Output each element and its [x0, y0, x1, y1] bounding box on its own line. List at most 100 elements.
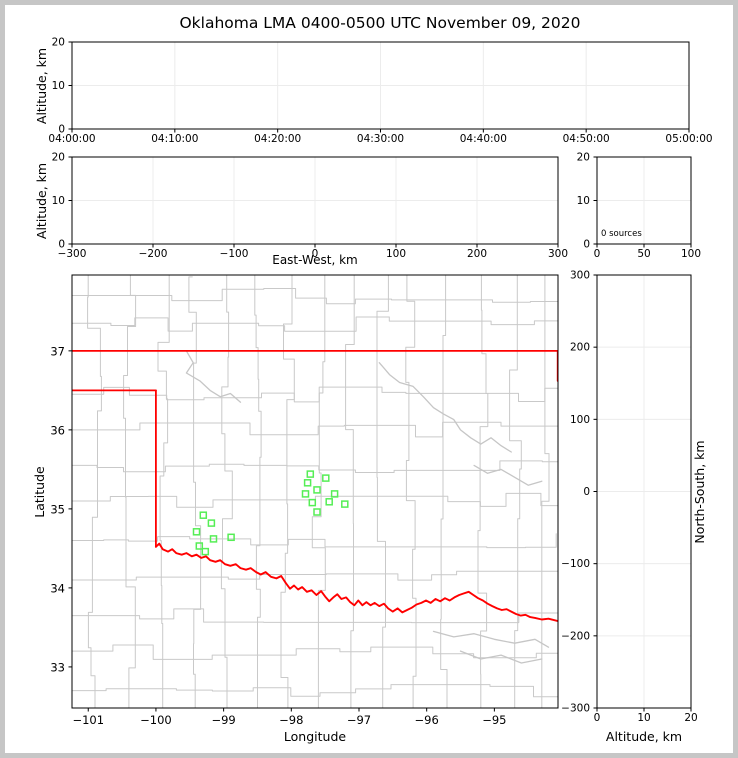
map-ytick-label: 34 [50, 581, 65, 595]
hist-ytick-label: 10 [577, 195, 590, 207]
ew-ytick-label: 0 [58, 239, 65, 251]
county-boundary-line [157, 275, 170, 708]
map-ytick-label: 36 [50, 423, 65, 437]
lma-station-marker [192, 528, 201, 536]
county-boundary-line [254, 275, 262, 708]
gridlines-layer [72, 42, 691, 708]
map-xtick-label: −98 [279, 713, 303, 727]
county-boundary-line [188, 276, 202, 708]
ns-xtick-label: 0 [594, 712, 601, 724]
lma-station-marker [313, 486, 321, 494]
county-boundary-line [477, 275, 489, 708]
ew-height-xlabel: East-West, km [272, 253, 358, 267]
river-gray [432, 630, 550, 648]
county-boundary-line [72, 644, 558, 660]
ew-ytick-label: 20 [52, 152, 65, 164]
county-boundary-line [72, 421, 558, 438]
time-xtick-label: 04:40:00 [460, 133, 507, 145]
ew-ytick-label: 10 [52, 195, 65, 207]
ew-xtick-label: −300 [58, 248, 87, 260]
ns-height-panel [596, 274, 692, 709]
map-ytick-label: 33 [50, 660, 65, 674]
ns-height-xlabel: Altitude, km [606, 729, 682, 744]
ew-xtick-label: −100 [220, 248, 249, 260]
time-xtick-label: 04:20:00 [254, 133, 301, 145]
time-height-ylabel: Altitude, km [34, 48, 49, 124]
county-boundary-line [440, 275, 451, 708]
map-xtick-label: −99 [211, 713, 235, 727]
ns-xtick-label: 10 [637, 712, 650, 724]
county-boundary-line [72, 386, 558, 403]
time-height-panel [71, 41, 690, 130]
lma-station-marker [209, 535, 218, 543]
time-xtick-label: 04:00:00 [48, 133, 95, 145]
hist-ytick-label: 0 [583, 239, 590, 251]
lma-station-marker [199, 511, 208, 519]
ew-xtick-label: −200 [139, 248, 168, 260]
lma-station-marker [322, 474, 330, 482]
county-boundary-line [220, 275, 233, 708]
ew-xtick-label: 0 [312, 248, 319, 260]
time-xtick-label: 04:30:00 [357, 133, 404, 145]
ns-ytick-label: −200 [561, 630, 590, 642]
county-boundary-line [72, 607, 558, 624]
river-gray [378, 362, 512, 453]
lma-station-marker [303, 479, 312, 487]
hist-xtick-label: 100 [681, 248, 701, 260]
time-xtick-label: 04:50:00 [563, 133, 610, 145]
ns-ytick-label: 100 [570, 414, 590, 426]
source-histogram-panel [596, 156, 692, 245]
red-river-boundary [154, 542, 558, 623]
hist-xtick-label: 50 [637, 248, 650, 260]
map-xtick-label: −95 [482, 713, 506, 727]
county-boundary-line [344, 275, 355, 708]
figure-canvas: 04:00:00 04:10:00 04:20:00 04:30:00 04:40:00… [5, 5, 733, 753]
county-boundary-line [72, 533, 557, 549]
map-ytick-label: 35 [50, 502, 65, 516]
map-content-layer [72, 275, 558, 708]
county-boundary-line [72, 460, 558, 473]
map-ytick-label: 37 [50, 344, 65, 358]
lma-station-marker [227, 533, 235, 542]
lma-station-marker [341, 500, 349, 508]
ns-ytick-label: −300 [561, 703, 590, 715]
county-boundary-line [72, 684, 558, 698]
lma-station-marker [195, 542, 204, 550]
map-xtick-label: −101 [72, 713, 104, 727]
map-xlabel: Longitude [284, 729, 346, 744]
county-boundary-line [280, 275, 295, 708]
river-gray [185, 350, 242, 403]
ticks-layer: 04:00:00 04:10:00 04:20:00 04:30:00 04:40:00… [48, 37, 712, 728]
ew-xtick-label: 100 [386, 248, 406, 260]
map-panel [71, 274, 559, 709]
map-xtick-label: −97 [347, 713, 371, 727]
county-boundary-line [72, 288, 558, 305]
ns-ytick-label: 300 [570, 270, 590, 282]
ew-xtick-label: 200 [467, 248, 487, 260]
county-boundary-line [123, 275, 137, 708]
ew-height-ylabel: Altitude, km [34, 163, 49, 239]
lma-multi-panel-plot: 04:00:00 04:10:00 04:20:00 04:30:00 04:40:00… [32, 14, 713, 744]
lma-station-marker [201, 547, 210, 556]
panel-borders-layer [71, 41, 692, 709]
time-ytick-label: 0 [58, 124, 65, 136]
county-boundary-line [311, 275, 326, 708]
map-xtick-label: −96 [415, 713, 439, 727]
time-ytick-label: 20 [52, 37, 65, 49]
county-boundary-line [376, 275, 389, 708]
ew-xtick-label: 300 [548, 248, 568, 260]
county-boundary-line [72, 570, 558, 587]
lma-station-marker [301, 490, 310, 498]
lma-station-marker [330, 490, 339, 498]
county-boundary-line [72, 316, 558, 332]
lma-station-marker [313, 508, 321, 516]
ew-height-panel [71, 156, 559, 245]
source-count-annotation: 0 sources [601, 229, 642, 239]
figure-title: Oklahoma LMA 0400-0500 UTC November 09, … [179, 14, 580, 32]
lma-station-marker [325, 498, 333, 506]
county-boundary-line [87, 275, 102, 708]
time-xtick-label: 05:00:00 [665, 133, 712, 145]
lma-station-marker [207, 519, 216, 527]
hist-ytick-label: 20 [577, 152, 590, 164]
